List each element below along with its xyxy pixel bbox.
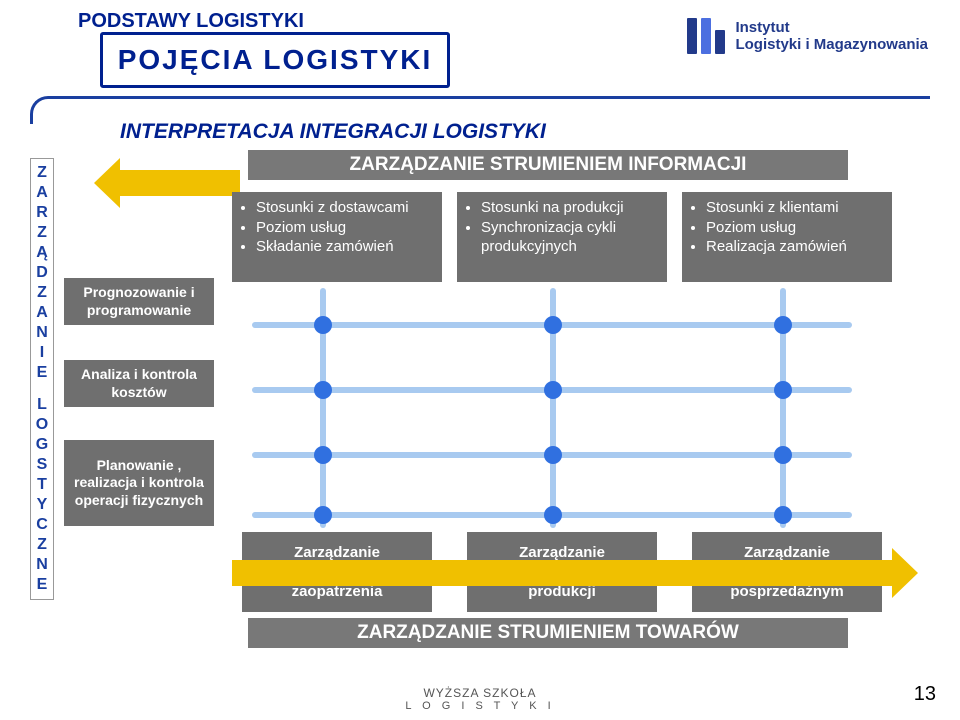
grid-dot xyxy=(314,381,332,399)
grid-dot xyxy=(314,506,332,524)
grid-dot xyxy=(544,316,562,334)
arrow-right xyxy=(232,560,892,586)
vertical-label: ZARZĄDZANIELOGSTYCZNE xyxy=(30,158,54,600)
slide: PODSTAWY LOGISTYKI POJĘCIA LOGISTYKI Ins… xyxy=(0,0,960,720)
grid-dot xyxy=(314,316,332,334)
leftbox-planning: Planowanie , realizacja i kontrola opera… xyxy=(64,440,214,526)
grid-dot xyxy=(774,506,792,524)
grid-dot xyxy=(544,506,562,524)
subheading: INTERPRETACJA INTEGRACJI LOGISTYKI xyxy=(120,120,546,144)
footer-logo: WYŻSZA SZKOŁA L O G I S T Y K I xyxy=(405,686,554,712)
header-superscript: PODSTAWY LOGISTYKI xyxy=(78,10,304,33)
col1-top: Stosunki z dostawcamiPoziom usługSkładan… xyxy=(232,192,442,282)
arrow-left xyxy=(120,170,240,196)
grid-dot xyxy=(544,381,562,399)
banner-bottom: ZARZĄDZANIE STRUMIENIEM TOWARÓW xyxy=(248,618,848,648)
title-text: POJĘCIA LOGISTYKI xyxy=(118,44,433,76)
col2-top: Stosunki na produkcjiSynchronizacja cykl… xyxy=(457,192,667,282)
page-number: 13 xyxy=(914,683,936,706)
grid-dot xyxy=(544,446,562,464)
grid-dot xyxy=(774,381,792,399)
grid-dot xyxy=(774,446,792,464)
col3-top: Stosunki z klientamiPoziom usługRealizac… xyxy=(682,192,892,282)
grid-dot xyxy=(774,316,792,334)
leftbox-forecasting: Prognozowanie i programowanie xyxy=(64,278,214,325)
logo-mark xyxy=(687,18,725,54)
grid-dot xyxy=(314,446,332,464)
leftbox-analysis: Analiza i kontrola kosztów xyxy=(64,360,214,407)
logo: Instytut Logistyki i Magazynowania xyxy=(687,18,928,54)
title-box: POJĘCIA LOGISTYKI xyxy=(100,32,450,88)
banner-top: ZARZĄDZANIE STRUMIENIEM INFORMACJI xyxy=(248,150,848,180)
logo-text: Instytut Logistyki i Magazynowania xyxy=(735,19,928,54)
